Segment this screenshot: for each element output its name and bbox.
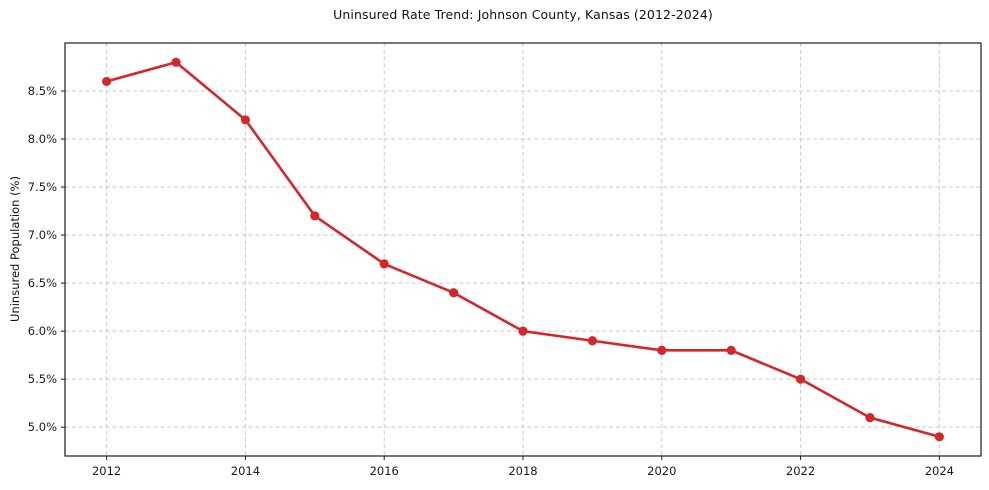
x-tick-label: 2020 (647, 464, 676, 478)
data-point (518, 326, 528, 336)
data-point (587, 336, 597, 346)
data-point (102, 76, 112, 87)
y-tick-label: 5.5% (28, 372, 57, 386)
x-tick-label: 2014 (231, 464, 260, 478)
data-point (934, 432, 944, 442)
y-tick-label: 7.0% (28, 228, 57, 242)
y-tick-labels: 5.0% 5.5% 6.0% 6.5% 7.0% 7.5% 8.0% 8.5% (28, 84, 57, 434)
data-point (310, 211, 320, 221)
y-tick-label: 8.5% (28, 84, 57, 98)
data-point (865, 412, 875, 423)
y-tick-label: 6.5% (28, 276, 57, 290)
data-point (726, 345, 736, 355)
x-tick-label: 2022 (786, 464, 815, 478)
x-tick-label: 2012 (92, 464, 121, 478)
y-tick-label: 5.0% (28, 420, 57, 434)
y-tick-label: 7.5% (28, 180, 57, 194)
chart-title: Uninsured Rate Trend: Johnson County, Ka… (333, 7, 713, 22)
data-points (102, 57, 944, 442)
y-tick-label: 6.0% (28, 324, 57, 338)
data-point (379, 259, 389, 269)
data-point (449, 288, 459, 298)
data-point (795, 374, 806, 384)
x-tick-label: 2024 (925, 464, 954, 478)
x-tick-labels: 2012 2014 2016 2018 2020 2022 2024 (92, 464, 954, 478)
data-point (171, 57, 181, 67)
data-point (240, 115, 251, 125)
gridlines (65, 43, 981, 456)
tick-marks (61, 90, 940, 460)
y-tick-label: 8.0% (28, 132, 57, 146)
x-tick-label: 2018 (508, 464, 537, 478)
x-tick-label: 2016 (370, 464, 399, 478)
data-point (657, 345, 667, 355)
